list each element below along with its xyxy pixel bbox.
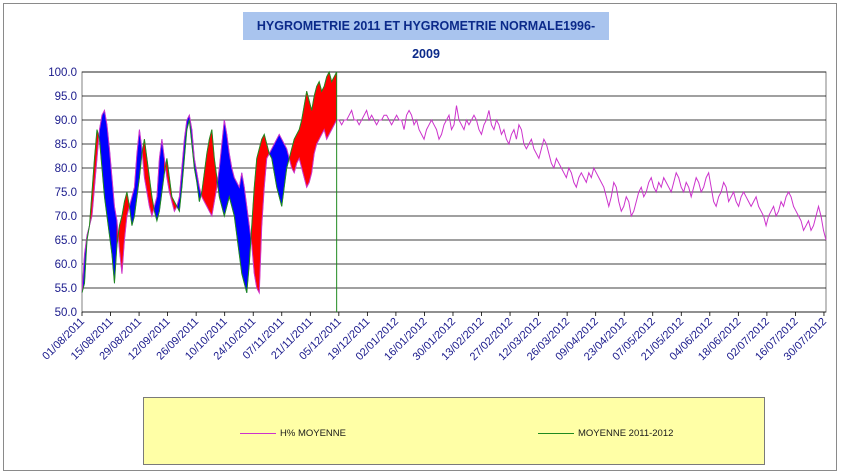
fill-above-normal (331, 76, 335, 130)
fill-above-normal (321, 86, 325, 135)
y-tick-label: 55.0 (55, 283, 77, 295)
fill-above-normal (306, 91, 310, 188)
legend-label-normal: H% MOYENNE (280, 428, 346, 439)
y-tick-label: 65.0 (55, 235, 77, 247)
fill-above-normal (256, 148, 260, 293)
legend-swatch-current (538, 432, 574, 434)
fill-below-normal (278, 134, 283, 207)
series-line-normal (81, 105, 827, 295)
fill-above-normal (209, 129, 213, 217)
fill-above-normal (316, 81, 320, 145)
y-tick-label: 90.0 (55, 115, 77, 127)
fill-below-normal (241, 172, 245, 284)
y-tick-label: 60.0 (55, 259, 77, 271)
y-tick-label: 50.0 (55, 307, 77, 319)
series-line-current (81, 70, 338, 293)
chart-title: HYGROMETRIE 2011 ET HYGROMETRIE NORMALE1… (243, 12, 609, 61)
y-tick-label: 85.0 (55, 139, 77, 151)
legend-item-current: MOYENNE 2011-2012 (538, 428, 673, 439)
legend-label-current: MOYENNE 2011-2012 (578, 428, 674, 439)
legend-item-normal: H% MOYENNE (240, 428, 346, 439)
y-tick-label: 95.0 (55, 91, 77, 103)
chart-svg: 50.0 55.0 60.0 65.0 70.0 75.0 80.0 85.0 90.0 95.0… (40, 67, 829, 363)
legend-swatch-normal (240, 432, 276, 434)
fill-above-normal (308, 100, 312, 183)
y-tick-label: 80.0 (55, 163, 77, 175)
legend: H% MOYENNE MOYENNE 2011-2012 (143, 397, 765, 465)
fill-above-normal (326, 71, 330, 140)
y-tick-label: 70.0 (55, 211, 77, 223)
y-tick-label: 75.0 (55, 187, 77, 199)
y-tick-label: 100.0 (48, 67, 77, 79)
